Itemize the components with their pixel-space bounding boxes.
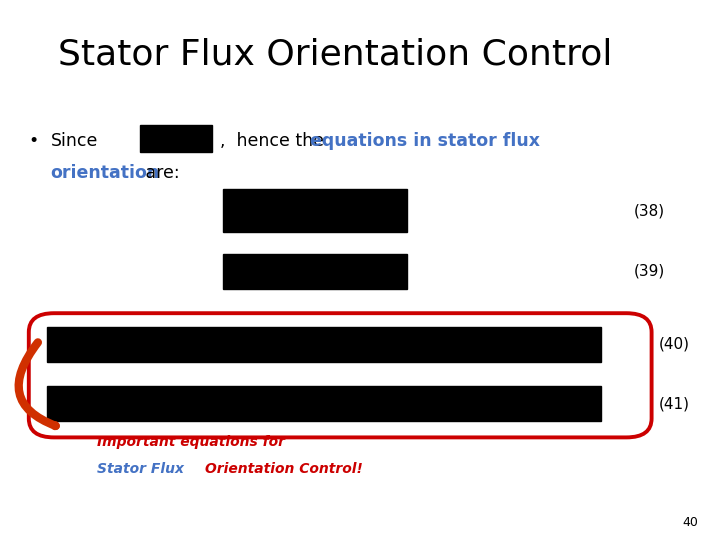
Text: •: • (29, 132, 39, 150)
Text: Important equations for: Important equations for (97, 435, 285, 449)
Text: Stator Flux Orientation Control: Stator Flux Orientation Control (58, 38, 612, 72)
Text: Stator Flux: Stator Flux (97, 462, 189, 476)
Text: equations in stator flux: equations in stator flux (310, 132, 539, 150)
Text: ,  hence the: , hence the (220, 132, 323, 150)
FancyArrowPatch shape (19, 342, 55, 426)
Text: (39): (39) (634, 264, 665, 279)
Text: orientation: orientation (50, 164, 160, 181)
FancyBboxPatch shape (140, 125, 212, 152)
FancyBboxPatch shape (223, 254, 407, 289)
Text: 40: 40 (683, 516, 698, 529)
Text: are:: are: (140, 164, 180, 181)
FancyBboxPatch shape (47, 327, 601, 362)
Text: (40): (40) (659, 337, 690, 352)
FancyBboxPatch shape (29, 313, 652, 437)
FancyBboxPatch shape (223, 189, 407, 232)
FancyBboxPatch shape (47, 386, 601, 421)
Text: Since: Since (50, 132, 98, 150)
Text: (38): (38) (634, 203, 665, 218)
Text: (41): (41) (659, 396, 690, 411)
Text: Orientation Control!: Orientation Control! (205, 462, 363, 476)
